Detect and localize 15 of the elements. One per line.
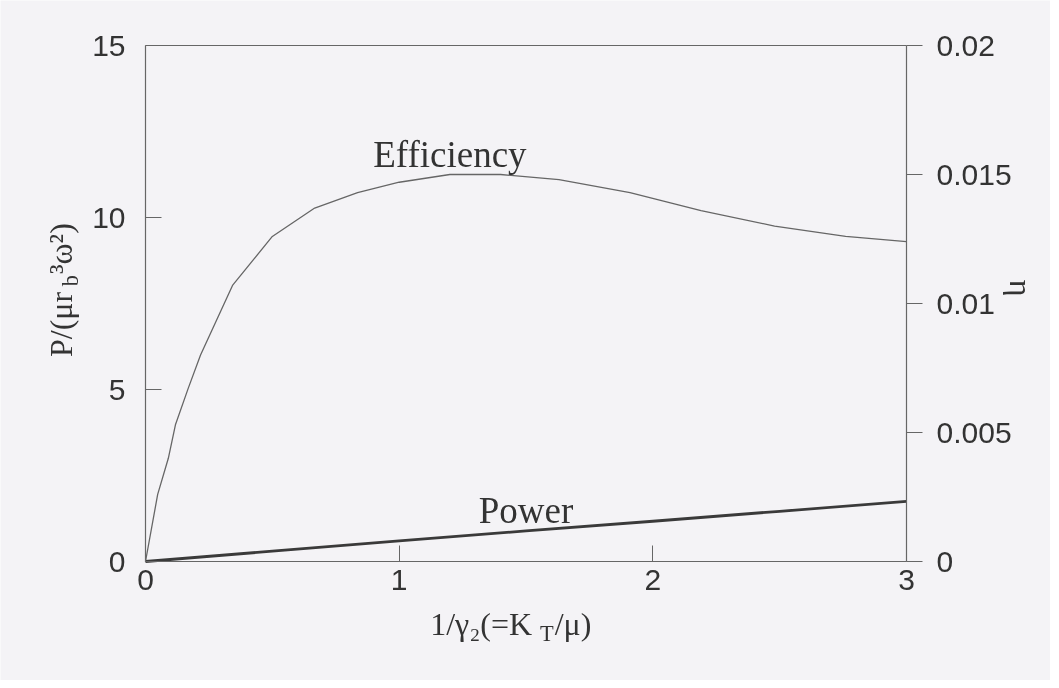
x-tick-label: 3	[898, 562, 915, 596]
x-tick-label: 1	[390, 562, 408, 596]
y2-tick-label: 0.01	[936, 286, 995, 320]
series-label: Efficiency	[373, 134, 528, 175]
y2-tick-label: 0.015	[936, 157, 1012, 191]
y2-tick-label: 0.02	[936, 28, 995, 62]
y-axis-title: P/(μrb³ω²)	[42, 223, 84, 358]
y-tick-label: 5	[108, 372, 126, 406]
series-label: Power	[478, 490, 574, 532]
x-tick-label: 0	[137, 562, 154, 596]
x-tick-label: 2	[644, 562, 662, 596]
y-tick-label: 15	[92, 28, 126, 62]
y2-axis-title: η	[1002, 279, 1039, 297]
y2-tick-label: 0.005	[936, 415, 1012, 449]
y-tick-label: 10	[92, 200, 126, 234]
